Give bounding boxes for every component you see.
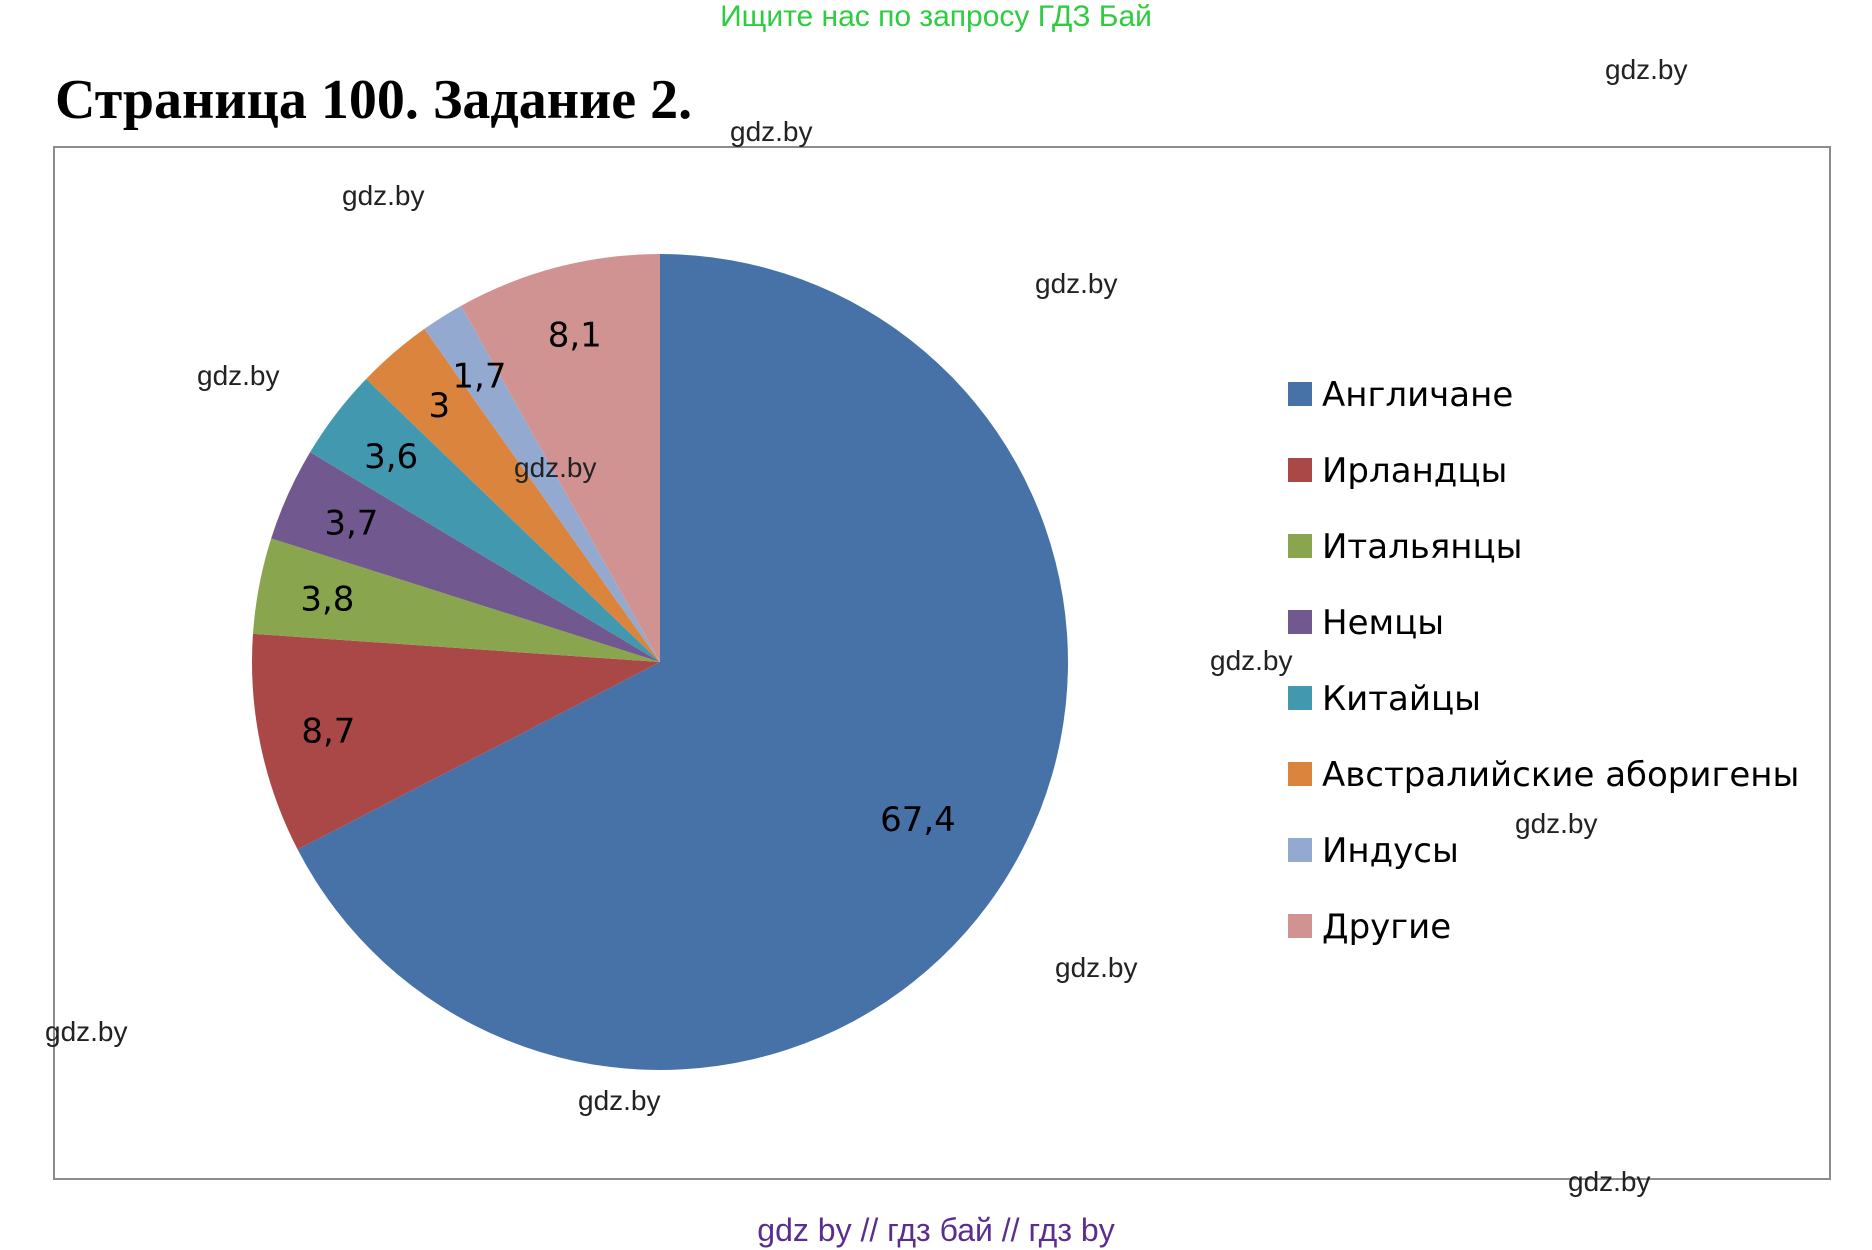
data-label: 67,4 — [880, 800, 956, 840]
legend-label: Немцы — [1322, 603, 1444, 643]
legend-swatch — [1288, 610, 1312, 634]
legend-swatch — [1288, 458, 1312, 482]
legend-swatch — [1288, 838, 1312, 862]
watermark: gdz.by — [1515, 808, 1598, 839]
top-banner: Ищите нас по запросу ГДЗ Бай — [720, 0, 1152, 33]
legend-swatch — [1288, 686, 1312, 710]
watermark: gdz.by — [342, 180, 425, 211]
legend-label: Индусы — [1322, 831, 1459, 871]
watermark: gdz.by — [45, 1016, 128, 1047]
watermark: gdz.by — [1210, 645, 1293, 676]
footer-links: gdz by // гдз бай // гдз by — [757, 1212, 1115, 1248]
watermark: gdz.by — [1035, 268, 1118, 299]
pie-slice — [366, 328, 660, 662]
watermark: gdz.by — [578, 1085, 661, 1116]
data-label: 3,6 — [364, 437, 418, 477]
data-label: 1,7 — [452, 357, 506, 397]
watermark: gdz.by — [514, 452, 597, 483]
pie-slice — [461, 254, 660, 662]
pie-slice — [271, 452, 660, 662]
data-label: 3 — [428, 386, 450, 426]
legend-label: Другие — [1322, 907, 1451, 947]
data-label: 3,7 — [324, 504, 378, 544]
data-label: 3,8 — [300, 580, 354, 620]
pie-data-labels: 67,4 8,7 3,8 3,7 3,631,7 8,1 — [300, 315, 955, 840]
legend-label: Англичане — [1322, 375, 1513, 415]
data-label: 8,1 — [548, 315, 602, 355]
chart-frame — [53, 146, 1831, 1180]
pie-slice — [424, 305, 660, 662]
watermark: gdz.by — [197, 360, 280, 391]
watermark: gdz.by — [1605, 54, 1688, 85]
pie-slice — [251, 633, 660, 850]
pie-slice — [252, 538, 660, 662]
legend-label: Итальянцы — [1322, 527, 1523, 567]
watermark: gdz.by — [1055, 952, 1138, 983]
pie-slice — [297, 254, 1068, 1070]
legend-label: Китайцы — [1322, 679, 1481, 719]
watermark: gdz.by — [730, 116, 813, 147]
page-title: Страница 100. Задание 2. — [55, 69, 693, 131]
legend-label: Австралийские аборигены — [1322, 755, 1799, 795]
legend-swatch — [1288, 534, 1312, 558]
pie-slice — [310, 378, 660, 662]
legend-swatch — [1288, 382, 1312, 406]
watermark: gdz.by — [1568, 1166, 1651, 1197]
legend-swatch — [1288, 762, 1312, 786]
legend-swatch — [1288, 914, 1312, 938]
legend-label: Ирландцы — [1322, 451, 1507, 491]
chart-legend: Англичане Ирландцы Итальянцы Немцы Китайцы Ав… — [1288, 375, 1799, 947]
data-label: 8,7 — [301, 712, 355, 752]
pie-slices — [251, 254, 1068, 1070]
